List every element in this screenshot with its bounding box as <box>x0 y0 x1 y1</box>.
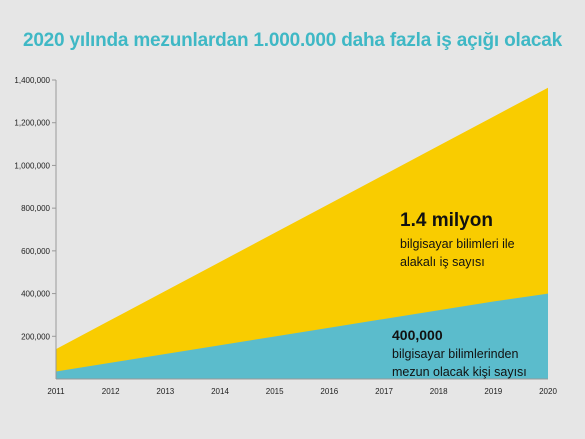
x-tick-label: 2019 <box>484 387 502 396</box>
x-tick-label: 2011 <box>47 387 65 396</box>
chart-areas <box>56 87 548 379</box>
x-tick-label: 2017 <box>375 387 393 396</box>
grads-description-line1: bilgisayar bilimlerinden <box>392 347 518 361</box>
jobs-value-label: 1.4 milyon <box>400 210 493 231</box>
x-tick-label: 2015 <box>266 387 284 396</box>
x-tick-label: 2020 <box>539 387 557 396</box>
x-tick-label: 2018 <box>430 387 448 396</box>
y-tick-label: 1,400,000 <box>14 76 50 85</box>
chart-title: 2020 yılında mezunlardan 1.000.000 daha … <box>22 30 563 51</box>
grads-description-line2: mezun olacak kişi sayısı <box>392 365 527 379</box>
y-axis-ticks: 200,000 400,000 600,000 800,000 1,000,000 1,2… <box>14 76 56 341</box>
jobs-description-line2: alakalı iş sayısı <box>400 255 485 269</box>
grads-value-label: 400,000 <box>392 327 443 343</box>
y-tick-label: 400,000 <box>21 290 50 299</box>
x-axis-ticks: 2011 2012 2013 2014 2015 2016 2017 2018 2019 2020 <box>47 387 557 396</box>
y-tick-label: 1,200,000 <box>14 119 50 128</box>
x-tick-label: 2014 <box>211 387 229 396</box>
jobs-description-line1: bilgisayar bilimleri ile <box>400 237 515 251</box>
x-tick-label: 2012 <box>102 387 120 396</box>
y-tick-label: 600,000 <box>21 247 50 256</box>
x-tick-label: 2016 <box>320 387 338 396</box>
y-tick-label: 1,000,000 <box>14 161 50 170</box>
y-tick-label: 800,000 <box>21 204 50 213</box>
y-tick-label: 200,000 <box>21 332 50 341</box>
area-series-jobs <box>56 87 548 379</box>
x-tick-label: 2013 <box>156 387 174 396</box>
area-series-graduates <box>56 293 548 379</box>
